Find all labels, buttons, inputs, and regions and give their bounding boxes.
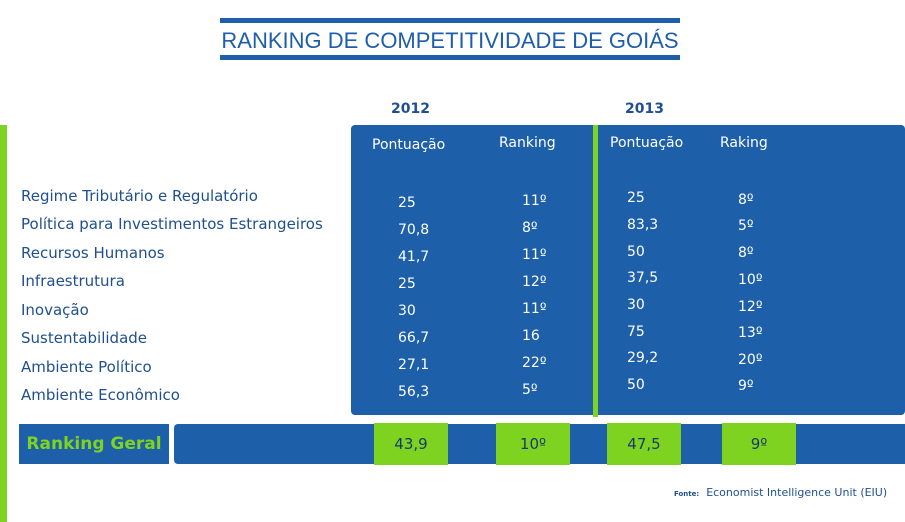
- rank-2013-cell: 12º: [738, 299, 763, 315]
- row-label: Recursos Humanos: [21, 244, 165, 262]
- rank-2013-cell: 13º: [738, 325, 763, 341]
- score-2013-cell: 75: [627, 324, 645, 340]
- score-2013-cell: 50: [627, 244, 645, 260]
- score-2012-cell: 56,3: [398, 384, 430, 400]
- col-header-rank-2012: Ranking: [499, 135, 556, 151]
- row-label: Política para Investimentos Estrangeiros: [21, 215, 323, 233]
- score-2012-cell: 27,1: [398, 357, 430, 373]
- rank-2013-cell: 20º: [738, 352, 763, 368]
- title-rule-bottom: [220, 55, 680, 60]
- score-2012-cell: 66,7: [398, 330, 430, 346]
- row-label: Ambiente Político: [21, 358, 152, 376]
- overall-score-2013: 47,5: [607, 423, 681, 465]
- score-2013-cell: 83,3: [627, 217, 659, 233]
- rank-2012-cell: 11º: [522, 193, 547, 209]
- row-label: Regime Tributário e Regulatório: [21, 187, 258, 205]
- col-header-score-2013: Pontuação: [610, 135, 684, 151]
- source-prefix: Fonte:: [674, 490, 700, 498]
- score-2013-cell: 29,2: [627, 350, 659, 366]
- score-2012-cell: 41,7: [398, 249, 430, 265]
- rank-2013-cell: 9º: [738, 378, 754, 394]
- title-rule-top: [220, 18, 680, 23]
- rank-2013-cell: 10º: [738, 272, 763, 288]
- row-label: Sustentabilidade: [21, 329, 148, 347]
- score-2012-cell: 30: [398, 303, 416, 319]
- score-2013-cell: 25: [627, 190, 645, 206]
- source-text: Economist Intelligence Unit (EIU): [706, 486, 888, 499]
- year-divider: [593, 125, 598, 417]
- col-header-score-2012: Pontuação: [372, 137, 446, 153]
- rank-2012-cell: 11º: [522, 301, 547, 317]
- rank-2012-cell: 11º: [522, 247, 547, 263]
- row-label: Inovação: [21, 301, 89, 319]
- score-2013-cell: 30: [627, 297, 645, 313]
- score-2013-cell: 50: [627, 377, 645, 393]
- rank-2012-cell: 5º: [522, 382, 538, 398]
- score-2013-cell: 37,5: [627, 270, 659, 286]
- rank-2012-cell: 16: [522, 328, 540, 344]
- rank-2012-cell: 12º: [522, 274, 547, 290]
- overall-rank-2012: 10º: [496, 423, 570, 465]
- overall-score-2012: 43,9: [374, 423, 448, 465]
- left-accent-bar: [0, 125, 7, 522]
- rank-2013-cell: 8º: [738, 245, 754, 261]
- source-note: Fonte: Economist Intelligence Unit (EIU): [674, 486, 887, 499]
- score-2012-cell: 25: [398, 195, 416, 211]
- overall-label-box: [19, 424, 169, 464]
- col-header-rank-2013: Raking: [720, 135, 768, 151]
- rank-2012-cell: 8º: [522, 220, 538, 236]
- year-2012-label: 2012: [391, 101, 430, 117]
- overall-rank-2013: 9º: [722, 423, 796, 465]
- rank-2013-cell: 5º: [738, 218, 754, 234]
- year-2013-label: 2013: [625, 101, 664, 117]
- row-label: Infraestrutura: [21, 272, 125, 290]
- score-2012-cell: 25: [398, 276, 416, 292]
- overall-label: Ranking Geral: [26, 434, 162, 454]
- chart-title: RANKING DE COMPETITIVIDADE DE GOIÁS: [221, 28, 679, 53]
- rank-2012-cell: 22º: [522, 355, 547, 371]
- data-panel: [351, 125, 905, 415]
- rank-2013-cell: 8º: [738, 192, 754, 208]
- row-label: Ambiente Econômico: [21, 386, 180, 404]
- score-2012-cell: 70,8: [398, 222, 430, 238]
